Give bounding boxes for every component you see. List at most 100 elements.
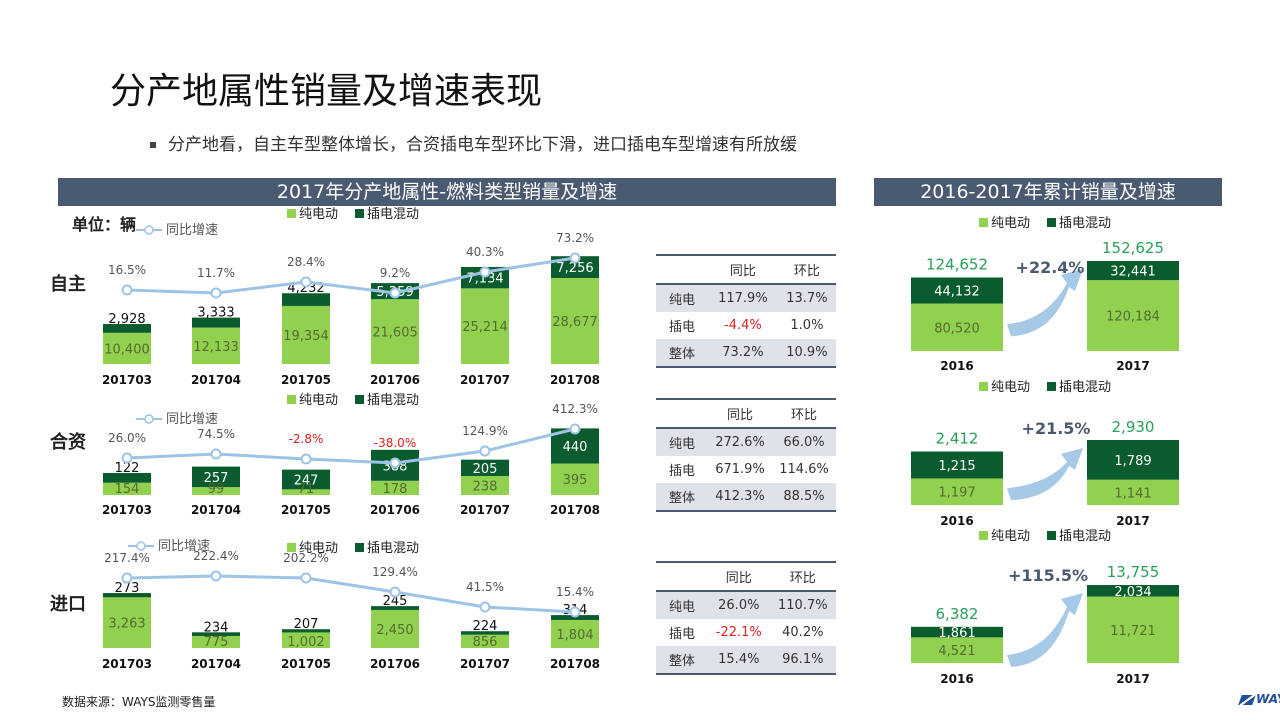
growth-arrow-icon	[1007, 593, 1083, 667]
legend-swatch-bev	[287, 209, 296, 218]
x-tick-label: 2017	[1116, 359, 1149, 373]
table-header-mom: 环比	[772, 399, 836, 429]
table-cell-mom: 110.7%	[769, 591, 836, 619]
data-label-phev: 247	[294, 473, 319, 488]
bar-phev	[461, 266, 509, 289]
table-cell-mom: 10.9%	[777, 339, 836, 368]
growth-point	[479, 601, 491, 613]
data-label-bev: 11,721	[1110, 624, 1156, 639]
growth-table-joint-venture: 同比 环比 纯电 272.6% 66.0% 插电 671.9% 114.6% 整体 412.…	[656, 398, 836, 512]
x-tick-label: 201706	[370, 503, 420, 517]
data-label-phev: 224	[473, 619, 498, 634]
ways-logo-icon	[1238, 694, 1256, 705]
growth-point	[210, 570, 222, 582]
bar-phev	[461, 459, 509, 477]
bar-phev	[1087, 440, 1179, 480]
bar-bev	[551, 463, 599, 495]
data-label-phev: 257	[204, 471, 229, 486]
bar-bev	[461, 476, 509, 495]
bar-bev	[282, 632, 330, 648]
table-header-mom: 环比	[777, 255, 836, 285]
bar-bev	[192, 635, 240, 648]
table-cell-yoy: 412.3%	[708, 483, 772, 512]
data-label-bev: 1,002	[287, 635, 324, 650]
page-title: 分产地属性销量及增速表现	[110, 71, 543, 112]
data-label-bev: 856	[473, 635, 498, 650]
legend-swatch-phev	[1047, 382, 1056, 391]
data-label-phev: 32,441	[1110, 265, 1156, 280]
x-tick-label: 201705	[281, 657, 331, 671]
table-cell-mom: 66.0%	[772, 428, 836, 456]
table-row-label: 插电	[668, 627, 695, 642]
legend-swatch-phev	[355, 543, 364, 552]
growth-point	[121, 572, 133, 584]
bar-phev	[192, 466, 240, 488]
brand-logo-text: WAYS	[1256, 692, 1280, 706]
total-label: 152,625	[1102, 239, 1164, 257]
growth-point	[569, 606, 581, 618]
x-tick-label: 201706	[370, 373, 420, 387]
table-cell-yoy: -4.4%	[724, 318, 762, 333]
x-tick-label: 201703	[102, 373, 152, 387]
table-cell-mom: 40.2%	[782, 625, 824, 640]
growth-label: 222.4%	[193, 549, 239, 563]
table-row-label: 整体	[656, 646, 708, 675]
table-cell-yoy: 73.2%	[708, 339, 778, 368]
subtitle: 分产地看，自主车型整体增长，合资插电车型环比下滑，进口插电车型增速有所放缓	[150, 130, 797, 155]
x-tick-label: 2017	[1116, 514, 1149, 528]
data-label-bev: 21,605	[372, 326, 418, 341]
data-label-phev: 245	[383, 594, 408, 609]
total-label: 13,755	[1107, 563, 1160, 581]
bar-phev	[282, 293, 330, 306]
data-label-bev: 12,133	[193, 340, 239, 355]
legend-label-bev: 纯电动	[299, 207, 338, 222]
data-label-bev: 2,450	[376, 623, 413, 638]
legend-swatch-bev	[979, 218, 988, 227]
growth-table-import: 同比 环比 纯电 26.0% 110.7% 插电 -22.1% 40.2% 整体 15.4%…	[656, 561, 836, 675]
table-header-yoy: 同比	[708, 562, 770, 592]
legend-label-phev: 插电混动	[367, 541, 419, 556]
data-label-bev: 28,677	[552, 315, 598, 330]
x-tick-label: 2016	[940, 359, 973, 373]
data-label-bev: 154	[115, 482, 140, 497]
bar-phev	[103, 472, 151, 483]
bar-bev	[551, 277, 599, 364]
bar-bev	[103, 482, 151, 495]
cumulative-growth-label: +115.5%	[1008, 566, 1088, 585]
x-tick-label: 201704	[191, 657, 241, 671]
legend-label-phev: 插电混动	[1059, 529, 1111, 544]
table-row-label: 纯电	[656, 591, 708, 619]
data-label-bev: 71	[298, 482, 315, 497]
growth-line	[126, 427, 576, 465]
x-tick-label: 201708	[550, 503, 600, 517]
growth-label: 9.2%	[380, 266, 411, 280]
bar-bev	[371, 480, 419, 495]
data-label-bev: 395	[563, 473, 588, 488]
bar-bev	[911, 478, 1003, 505]
growth-label: 40.3%	[466, 245, 504, 259]
growth-point	[210, 287, 222, 299]
table-header-yoy: 同比	[708, 399, 772, 429]
bar-bev	[461, 288, 509, 364]
x-tick-label: 201703	[102, 657, 152, 671]
growth-point	[479, 445, 491, 457]
table-cell-mom: 1.0%	[790, 318, 824, 333]
x-tick-label: 201707	[460, 373, 510, 387]
legend-label-bev: 纯电动	[299, 541, 338, 556]
legend-swatch-bev	[979, 531, 988, 540]
bar-phev	[1087, 585, 1179, 597]
data-label-phev: 122	[115, 461, 140, 476]
bar-phev	[192, 317, 240, 328]
data-label-phev: 2,034	[1114, 585, 1151, 600]
table-cell-yoy: 117.9%	[708, 284, 778, 312]
unit-label: 单位：辆	[72, 215, 137, 234]
legend-label-growth: 同比增速	[158, 539, 210, 554]
growth-label: 217.4%	[104, 551, 150, 565]
table-cell-mom: 96.1%	[769, 646, 836, 675]
x-tick-label: 201708	[550, 373, 600, 387]
bar-bev	[551, 619, 599, 648]
bar-bev	[911, 637, 1003, 663]
data-label-bev: 99	[208, 482, 225, 497]
bar-phev	[911, 451, 1003, 479]
